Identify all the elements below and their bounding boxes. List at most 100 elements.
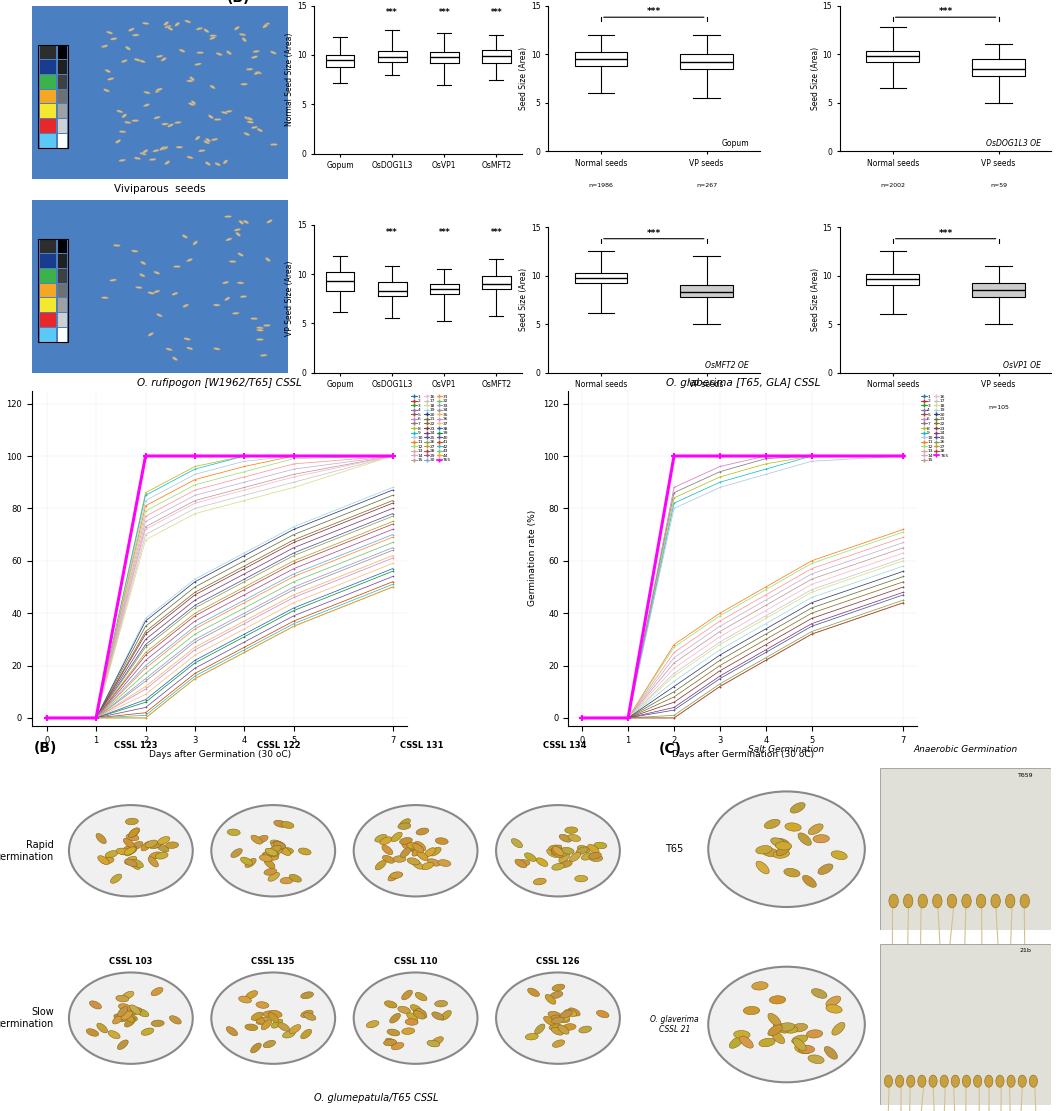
Text: Viviparous  seeds: Viviparous seeds bbox=[115, 184, 206, 194]
Ellipse shape bbox=[1029, 1075, 1038, 1088]
Ellipse shape bbox=[280, 848, 293, 854]
Ellipse shape bbox=[560, 861, 572, 868]
Ellipse shape bbox=[824, 1047, 838, 1059]
Text: n=1039: n=1039 bbox=[880, 404, 905, 410]
Ellipse shape bbox=[155, 89, 160, 93]
Text: OsVP1 OE: OsVP1 OE bbox=[1003, 361, 1041, 370]
Ellipse shape bbox=[388, 872, 399, 881]
Ellipse shape bbox=[405, 1019, 418, 1025]
Ellipse shape bbox=[515, 859, 527, 868]
Ellipse shape bbox=[234, 27, 240, 30]
Ellipse shape bbox=[123, 1012, 134, 1022]
Ellipse shape bbox=[559, 849, 570, 858]
Ellipse shape bbox=[560, 1010, 572, 1018]
Ellipse shape bbox=[798, 833, 811, 845]
Ellipse shape bbox=[129, 28, 135, 31]
Ellipse shape bbox=[304, 1012, 315, 1020]
Ellipse shape bbox=[191, 101, 195, 104]
Ellipse shape bbox=[579, 1027, 592, 1033]
Text: CSSL 122: CSSL 122 bbox=[257, 741, 301, 750]
Y-axis label: Normal Seed Size (Area): Normal Seed Size (Area) bbox=[285, 33, 294, 127]
Ellipse shape bbox=[904, 894, 913, 908]
Ellipse shape bbox=[885, 1075, 892, 1088]
Ellipse shape bbox=[172, 292, 178, 296]
Legend: 1, 2, 3, 4, 5, 6, 7, 8, 9, 10, 11, 12, 13, 14, 15, 16, 17, 18, 19, 20, 21, 22, 2: 1, 2, 3, 4, 5, 6, 7, 8, 9, 10, 11, 12, 1… bbox=[410, 393, 452, 464]
Ellipse shape bbox=[174, 121, 182, 123]
Ellipse shape bbox=[399, 819, 410, 828]
Ellipse shape bbox=[410, 845, 421, 855]
Ellipse shape bbox=[256, 339, 263, 341]
Ellipse shape bbox=[226, 51, 232, 54]
Text: CSSL 110: CSSL 110 bbox=[394, 957, 438, 967]
Ellipse shape bbox=[148, 857, 158, 867]
Y-axis label: Seed Size (Area): Seed Size (Area) bbox=[519, 269, 528, 331]
Ellipse shape bbox=[581, 853, 594, 860]
Ellipse shape bbox=[240, 857, 253, 865]
Ellipse shape bbox=[730, 1037, 743, 1049]
Ellipse shape bbox=[175, 146, 183, 148]
Ellipse shape bbox=[387, 1029, 399, 1035]
Ellipse shape bbox=[224, 216, 232, 218]
Ellipse shape bbox=[189, 77, 194, 81]
Ellipse shape bbox=[763, 849, 778, 857]
FancyBboxPatch shape bbox=[39, 239, 56, 253]
Ellipse shape bbox=[792, 1035, 808, 1044]
Ellipse shape bbox=[803, 875, 817, 888]
Ellipse shape bbox=[534, 1024, 545, 1034]
Ellipse shape bbox=[267, 220, 273, 223]
Ellipse shape bbox=[301, 1029, 311, 1039]
Ellipse shape bbox=[256, 1018, 269, 1024]
Ellipse shape bbox=[204, 29, 209, 32]
Ellipse shape bbox=[415, 841, 426, 851]
Text: n=59: n=59 bbox=[990, 183, 1007, 189]
FancyBboxPatch shape bbox=[39, 46, 56, 59]
X-axis label: Days after Germination (30 oC): Days after Germination (30 oC) bbox=[672, 750, 813, 759]
Ellipse shape bbox=[545, 994, 555, 1004]
Ellipse shape bbox=[142, 22, 149, 24]
Ellipse shape bbox=[187, 156, 193, 159]
Ellipse shape bbox=[991, 894, 1000, 908]
Ellipse shape bbox=[558, 1025, 569, 1034]
Ellipse shape bbox=[242, 38, 246, 42]
Ellipse shape bbox=[407, 858, 419, 865]
Ellipse shape bbox=[759, 1038, 775, 1047]
Ellipse shape bbox=[187, 347, 193, 350]
Ellipse shape bbox=[271, 848, 282, 855]
Ellipse shape bbox=[129, 828, 139, 838]
Ellipse shape bbox=[976, 894, 986, 908]
Ellipse shape bbox=[398, 1007, 410, 1013]
Y-axis label: Seed Size (Area): Seed Size (Area) bbox=[811, 269, 820, 331]
Ellipse shape bbox=[773, 839, 789, 847]
Ellipse shape bbox=[124, 1018, 136, 1027]
Ellipse shape bbox=[251, 835, 262, 844]
Ellipse shape bbox=[193, 241, 198, 246]
Ellipse shape bbox=[799, 1045, 815, 1053]
Ellipse shape bbox=[273, 841, 286, 849]
Ellipse shape bbox=[708, 791, 864, 907]
Ellipse shape bbox=[105, 851, 118, 858]
Ellipse shape bbox=[434, 1000, 447, 1007]
Ellipse shape bbox=[229, 260, 236, 262]
Text: n=910: n=910 bbox=[590, 404, 612, 410]
FancyBboxPatch shape bbox=[32, 200, 289, 373]
Ellipse shape bbox=[412, 843, 424, 852]
Ellipse shape bbox=[162, 147, 168, 150]
Ellipse shape bbox=[918, 894, 927, 908]
Text: 21b: 21b bbox=[1020, 949, 1031, 953]
Ellipse shape bbox=[1018, 1075, 1026, 1088]
Text: ***: *** bbox=[491, 9, 502, 18]
Ellipse shape bbox=[124, 121, 131, 123]
Ellipse shape bbox=[400, 848, 411, 858]
Text: ***: *** bbox=[647, 229, 661, 238]
Ellipse shape bbox=[496, 805, 620, 897]
Ellipse shape bbox=[413, 1011, 425, 1019]
Ellipse shape bbox=[556, 1015, 569, 1022]
Text: T65: T65 bbox=[665, 844, 684, 854]
Ellipse shape bbox=[278, 1022, 290, 1031]
Ellipse shape bbox=[526, 1033, 538, 1040]
Ellipse shape bbox=[256, 1002, 269, 1009]
PathPatch shape bbox=[681, 54, 733, 69]
Ellipse shape bbox=[550, 991, 563, 999]
Ellipse shape bbox=[811, 989, 827, 999]
Ellipse shape bbox=[101, 297, 108, 299]
